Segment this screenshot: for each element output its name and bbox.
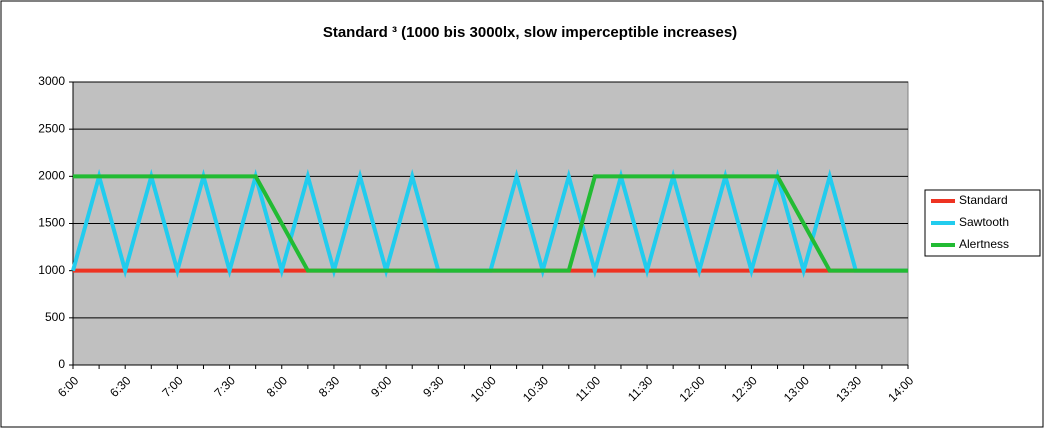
- y-tick-label: 0: [58, 357, 65, 371]
- y-tick-label: 500: [45, 310, 65, 324]
- y-tick-label: 3000: [38, 74, 65, 88]
- chart-title: Standard ³ (1000 bis 3000lx, slow imperc…: [323, 24, 737, 41]
- y-tick-label: 1000: [38, 263, 65, 277]
- legend-label: Alertness: [959, 237, 1009, 251]
- y-tick-label: 2500: [38, 121, 65, 135]
- series-line: [73, 174, 908, 273]
- legend-label: Sawtooth: [959, 215, 1009, 229]
- y-tick-label: 2000: [38, 169, 65, 183]
- legend-label: Standard: [959, 193, 1008, 207]
- y-tick-label: 1500: [38, 216, 65, 230]
